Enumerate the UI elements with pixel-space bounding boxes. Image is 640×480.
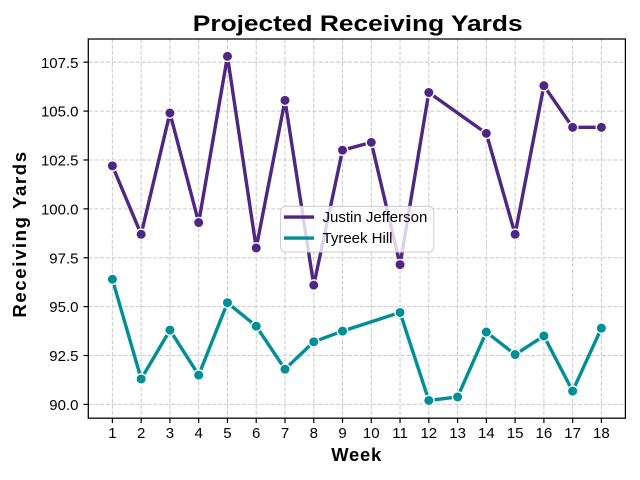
svg-text:1: 1: [108, 425, 116, 442]
svg-text:13: 13: [449, 425, 466, 442]
svg-text:92.5: 92.5: [49, 348, 78, 365]
svg-text:16: 16: [536, 425, 553, 442]
svg-text:8: 8: [310, 425, 318, 442]
svg-text:Receiving Yards: Receiving Yards: [9, 150, 30, 317]
svg-text:Tyreek Hill: Tyreek Hill: [323, 230, 393, 247]
svg-text:107.5: 107.5: [41, 55, 79, 72]
svg-text:6: 6: [252, 425, 260, 442]
svg-text:Week: Week: [331, 444, 382, 465]
svg-text:Projected Receiving Yards: Projected Receiving Yards: [193, 12, 523, 37]
svg-text:14: 14: [478, 425, 495, 442]
svg-text:97.5: 97.5: [49, 250, 78, 267]
svg-text:3: 3: [166, 425, 174, 442]
svg-text:2: 2: [137, 425, 145, 442]
svg-text:10: 10: [363, 425, 380, 442]
svg-text:18: 18: [593, 425, 610, 442]
svg-text:11: 11: [392, 425, 408, 442]
svg-text:5: 5: [223, 425, 231, 442]
svg-text:17: 17: [564, 425, 581, 442]
svg-text:12: 12: [420, 425, 437, 442]
svg-text:Justin Jefferson: Justin Jefferson: [323, 209, 428, 226]
svg-text:9: 9: [338, 425, 346, 442]
svg-text:7: 7: [281, 425, 289, 442]
svg-text:105.0: 105.0: [41, 104, 79, 121]
svg-text:15: 15: [507, 425, 524, 442]
svg-text:4: 4: [195, 425, 203, 442]
svg-text:95.0: 95.0: [49, 299, 78, 316]
svg-text:100.0: 100.0: [41, 201, 79, 218]
svg-text:102.5: 102.5: [41, 153, 79, 170]
svg-text:90.0: 90.0: [49, 397, 78, 414]
